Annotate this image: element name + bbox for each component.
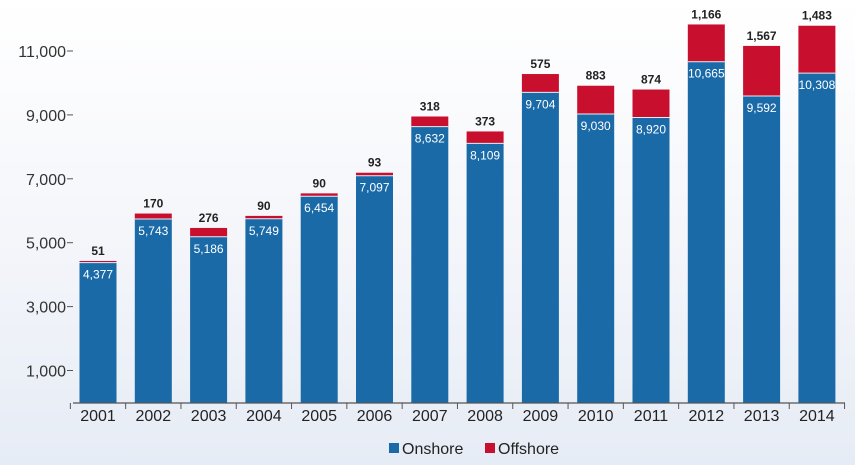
bar-offshore-2011 bbox=[632, 89, 670, 118]
data-label-onshore-2007: 8,632 bbox=[415, 132, 445, 146]
data-label-onshore-2001: 4,377 bbox=[83, 268, 113, 282]
data-label-offshore-2011: 874 bbox=[641, 73, 661, 87]
x-tick-label-2008: 2008 bbox=[467, 408, 503, 425]
data-label-onshore-2008: 8,109 bbox=[470, 148, 500, 162]
bar-onshore-2001 bbox=[79, 262, 117, 403]
y-tick-label: 9,000 bbox=[26, 108, 66, 125]
x-tick-label-2012: 2012 bbox=[689, 408, 725, 425]
bar-offshore-2004 bbox=[245, 215, 283, 219]
data-label-onshore-2013: 9,592 bbox=[747, 101, 777, 115]
data-label-offshore-2005: 90 bbox=[313, 176, 327, 190]
x-tick-label-2002: 2002 bbox=[136, 408, 172, 425]
bar-offshore-2001 bbox=[79, 260, 117, 263]
data-label-onshore-2009: 9,704 bbox=[525, 97, 555, 111]
data-label-onshore-2010: 9,030 bbox=[581, 119, 611, 133]
bar-onshore-2007 bbox=[411, 126, 449, 404]
data-label-onshore-2011: 8,920 bbox=[636, 122, 666, 136]
legend-label-offshore: Offshore bbox=[498, 441, 559, 458]
data-label-offshore-2012: 1,166 bbox=[691, 7, 721, 21]
x-tick-label-2001: 2001 bbox=[80, 408, 116, 425]
data-label-onshore-2003: 5,186 bbox=[194, 242, 224, 256]
data-label-onshore-2002: 5,743 bbox=[138, 224, 168, 238]
bar-offshore-2002 bbox=[134, 213, 172, 219]
bar-offshore-2005 bbox=[300, 193, 338, 197]
bar-offshore-2009 bbox=[521, 74, 559, 93]
bar-onshore-2006 bbox=[356, 175, 393, 403]
legend-label-onshore: Onshore bbox=[402, 441, 463, 458]
bar-onshore-2014 bbox=[798, 73, 836, 403]
data-label-offshore-2006: 93 bbox=[368, 156, 382, 170]
legend: Onshore Offshore bbox=[389, 441, 559, 458]
y-tick-label: 1,000 bbox=[26, 364, 66, 381]
y-tick-label: 7,000 bbox=[26, 172, 66, 189]
data-label-offshore-2009: 575 bbox=[530, 57, 550, 71]
bar-onshore-2012 bbox=[687, 61, 725, 404]
bar-offshore-2008 bbox=[466, 131, 504, 144]
data-label-offshore-2004: 90 bbox=[257, 199, 271, 213]
x-tick-label-2007: 2007 bbox=[412, 408, 448, 425]
bar-offshore-2013 bbox=[743, 45, 781, 96]
data-label-onshore-2005: 6,454 bbox=[304, 201, 334, 215]
x-axis: 2001 2002 2003 2004 2005 2006 2007 2008 2009 2010… bbox=[69, 402, 846, 425]
bar-onshore-2009 bbox=[521, 92, 559, 404]
y-axis: 1,000 3,000 5,000 7,000 9,000 11,000 bbox=[18, 44, 73, 381]
data-label-onshore-2014: 10,308 bbox=[799, 78, 836, 92]
x-tick-label-2014: 2014 bbox=[799, 408, 835, 425]
bar-offshore-2014 bbox=[798, 25, 836, 74]
bar-onshore-2013 bbox=[743, 95, 781, 404]
x-tick-label-2004: 2004 bbox=[246, 408, 282, 425]
data-label-offshore-2008: 373 bbox=[475, 114, 495, 128]
x-tick-label-2009: 2009 bbox=[523, 408, 559, 425]
x-tick-label-2006: 2006 bbox=[357, 408, 393, 425]
data-label-offshore-2007: 318 bbox=[420, 99, 440, 113]
data-label-onshore-2004: 5,749 bbox=[249, 224, 279, 238]
bar-group: 4,377 51 5,743 170 5,186 276 5,749 90 6,454 90 7,0… bbox=[79, 7, 836, 404]
bar-offshore-2006 bbox=[356, 172, 393, 176]
y-tick-label: 11,000 bbox=[18, 44, 66, 61]
data-label-offshore-2001: 51 bbox=[91, 244, 105, 258]
bar-onshore-2003 bbox=[190, 236, 228, 403]
data-label-offshore-2002: 170 bbox=[143, 197, 163, 211]
x-tick-label-2013: 2013 bbox=[744, 408, 780, 425]
bar-onshore-2010 bbox=[577, 113, 615, 403]
bar-offshore-2007 bbox=[411, 116, 449, 127]
data-label-offshore-2013: 1,567 bbox=[747, 29, 777, 43]
bar-onshore-2008 bbox=[466, 143, 504, 404]
data-label-offshore-2014: 1,483 bbox=[802, 9, 832, 23]
bar-offshore-2012 bbox=[687, 24, 725, 62]
x-tick-label-2010: 2010 bbox=[578, 408, 614, 425]
legend-swatch-offshore bbox=[485, 443, 495, 453]
bar-offshore-2003 bbox=[190, 227, 228, 237]
data-label-onshore-2006: 7,097 bbox=[359, 181, 389, 195]
legend-swatch-onshore bbox=[389, 443, 399, 453]
bar-onshore-2005 bbox=[300, 196, 338, 403]
data-label-offshore-2010: 883 bbox=[586, 69, 606, 83]
bar-onshore-2011 bbox=[632, 117, 670, 404]
y-tick-label: 3,000 bbox=[26, 300, 66, 317]
data-label-onshore-2012: 10,665 bbox=[688, 67, 725, 81]
bar-offshore-2010 bbox=[577, 85, 615, 114]
data-label-offshore-2003: 276 bbox=[199, 211, 219, 225]
x-tick-label-2003: 2003 bbox=[191, 408, 227, 425]
bar-onshore-2002 bbox=[134, 218, 172, 403]
y-tick-label: 5,000 bbox=[26, 236, 66, 253]
bar-onshore-2004 bbox=[245, 218, 283, 403]
x-tick-label-2011: 2011 bbox=[634, 408, 669, 425]
x-tick-label-2005: 2005 bbox=[301, 408, 337, 425]
